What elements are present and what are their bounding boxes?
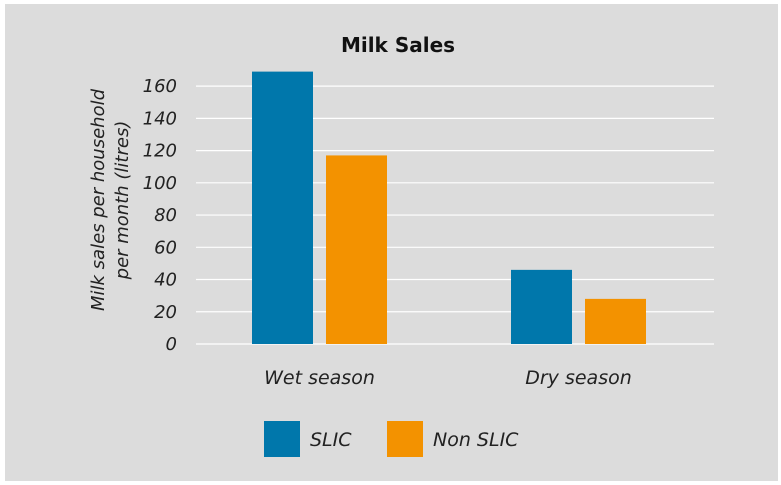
legend-label-slic: SLIC xyxy=(310,429,352,451)
y-axis-label: Milk sales per household per month (litr… xyxy=(88,88,133,311)
bar-slic-wet-season xyxy=(252,71,313,345)
x-tick-label-dry-season: Dry season xyxy=(525,367,632,389)
bar-non-slic-wet-season xyxy=(326,155,387,344)
y-tick-labels: 0 20 40 60 80 100 120 140 160 xyxy=(143,76,177,355)
bar-slic-dry-season xyxy=(511,269,572,344)
bars xyxy=(252,71,646,345)
legend-swatch-non-slic xyxy=(387,421,423,457)
y-axis-label-line-2: per month (litres) xyxy=(112,121,133,281)
y-tick-label-60: 60 xyxy=(154,237,177,258)
y-tick-label-0: 0 xyxy=(166,334,177,355)
y-tick-label-160: 160 xyxy=(143,76,177,97)
legend: SLIC Non SLIC xyxy=(264,421,519,457)
y-tick-label-20: 20 xyxy=(154,302,177,323)
chart-title: Milk Sales xyxy=(341,33,455,57)
chart-panel xyxy=(5,4,778,481)
y-tick-label-120: 120 xyxy=(143,141,177,162)
y-tick-label-140: 140 xyxy=(143,108,177,129)
y-tick-label-80: 80 xyxy=(154,205,177,226)
legend-swatch-slic xyxy=(264,421,300,457)
x-tick-label-wet-season: Wet season xyxy=(264,367,375,389)
y-tick-label-40: 40 xyxy=(154,270,177,291)
y-tick-label-100: 100 xyxy=(143,173,177,194)
legend-label-non-slic: Non SLIC xyxy=(433,429,519,451)
bar-non-slic-dry-season xyxy=(585,298,646,344)
y-axis-label-line-1: Milk sales per household xyxy=(88,88,109,311)
x-tick-labels: Wet season Dry season xyxy=(264,367,632,389)
